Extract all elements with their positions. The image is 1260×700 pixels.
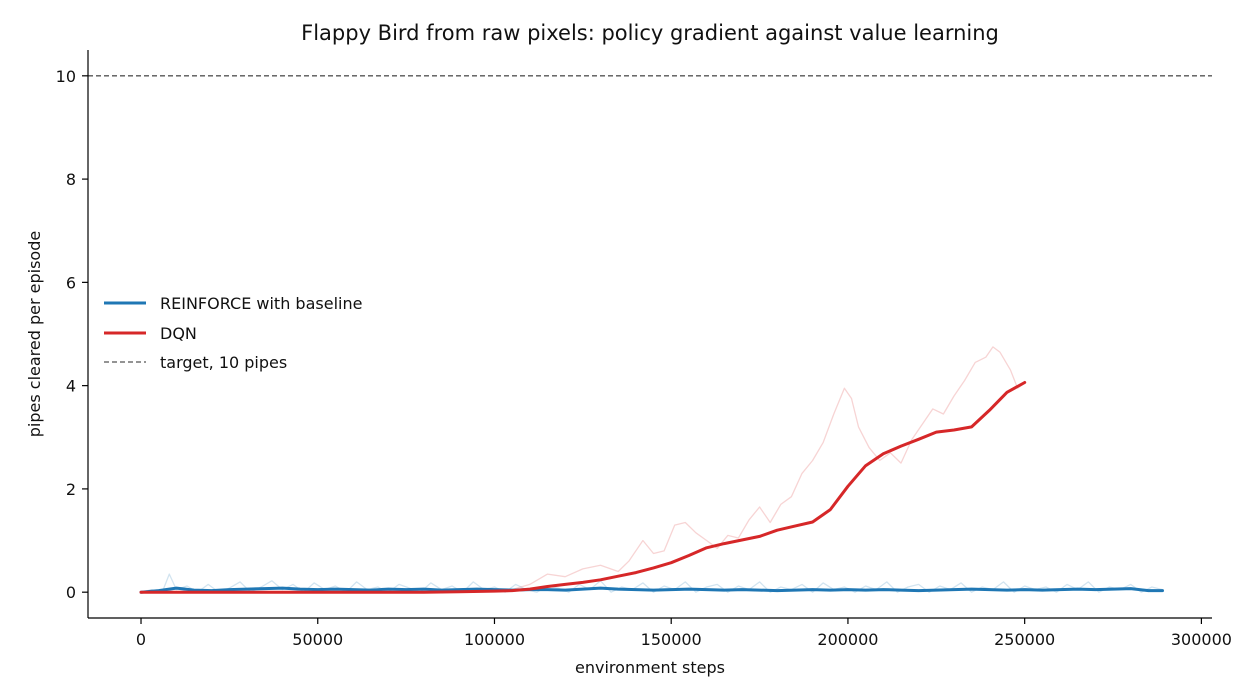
chart-title: Flappy Bird from raw pixels: policy grad… (301, 21, 999, 45)
x-tick-label: 250000 (994, 630, 1055, 649)
y-tick-label: 2 (66, 480, 76, 499)
x-tick-label: 0 (136, 630, 146, 649)
x-tick-label: 100000 (464, 630, 525, 649)
axes: 0 50000 100000 150000 200000 250000 300000 0 2 4… (56, 50, 1232, 649)
plot-area (88, 75, 1212, 594)
series-line-dqn (139, 381, 1027, 594)
legend-label-dqn: DQN (160, 324, 197, 343)
x-tick-label: 150000 (641, 630, 702, 649)
legend-label-reinforce: REINFORCE with baseline (160, 294, 362, 313)
y-tick-label: 10 (56, 67, 76, 86)
y-tick-label: 0 (66, 583, 76, 602)
y-tick-label: 4 (66, 377, 76, 396)
series-line-dqn-raw (140, 346, 1026, 593)
x-tick-label: 300000 (1171, 630, 1232, 649)
legend-label-target: target, 10 pipes (160, 353, 287, 372)
x-ticks: 0 50000 100000 150000 200000 250000 300000 (136, 618, 1232, 649)
x-tick-label: 50000 (292, 630, 343, 649)
x-tick-label: 200000 (817, 630, 878, 649)
raw-series-layer (140, 346, 1164, 593)
y-tick-label: 6 (66, 273, 76, 292)
y-axis-label: pipes cleared per episode (25, 231, 44, 437)
smoothed-series-layer (139, 381, 1164, 594)
legend: REINFORCE with baseline DQN target, 10 p… (104, 294, 362, 372)
series-line-reinforce-with-baseline (139, 586, 1164, 594)
x-axis-label: environment steps (575, 658, 725, 677)
y-ticks: 0 2 4 6 8 10 (56, 67, 88, 602)
y-tick-label: 8 (66, 170, 76, 189)
